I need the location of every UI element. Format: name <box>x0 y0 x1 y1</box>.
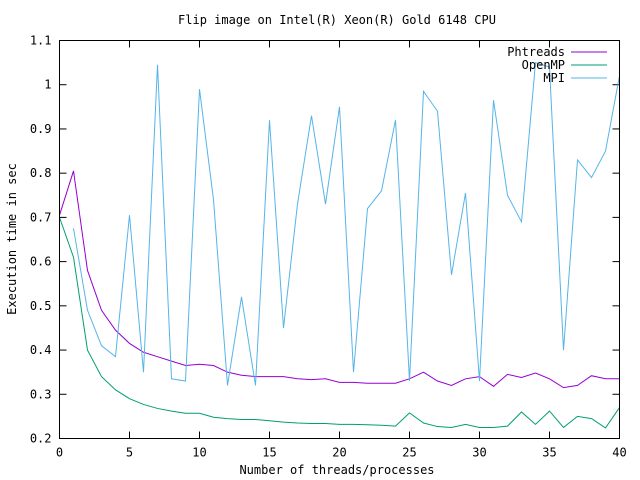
y-tick-label: 0.4 <box>30 343 52 357</box>
x-tick-label: 15 <box>262 446 276 460</box>
y-tick-label: 1 <box>44 78 51 92</box>
x-axis-label: Number of threads/processes <box>239 463 434 477</box>
y-tick-label: 0.7 <box>30 210 52 224</box>
legend-label-phtreads: Phtreads <box>507 45 565 59</box>
legend-label-openmp: OpenMP <box>522 58 565 72</box>
y-axis-label: Execution time in sec <box>5 163 19 315</box>
chart-title: Flip image on Intel(R) Xeon(R) Gold 6148… <box>178 13 496 27</box>
plot-area: 0 5 10 15 20 25 30 35 40 0.2 0.3 0.4 0.5 0.6 0.7 0.8 0.9… <box>30 34 627 460</box>
y-tick-label: 0.3 <box>30 387 52 401</box>
y-tick-label: 0.6 <box>30 255 52 269</box>
legend-label-mpi: MPI <box>543 71 565 85</box>
series-line-mpi <box>73 61 620 386</box>
x-tick-label: 30 <box>472 446 486 460</box>
y-tick-label: 0.5 <box>30 299 52 313</box>
x-tick-label: 25 <box>402 446 416 460</box>
x-tick-label: 10 <box>192 446 206 460</box>
y-tick-label: 0.8 <box>30 166 52 180</box>
y-tick-label: 0.9 <box>30 122 52 136</box>
series-line-phtreads <box>59 170 620 389</box>
x-tick-label: 5 <box>126 446 133 460</box>
y-tick-label: 1.1 <box>30 34 52 48</box>
x-tick-label: 40 <box>612 446 626 460</box>
series-line-openmp <box>59 217 620 429</box>
x-tick-label: 0 <box>56 446 63 460</box>
x-tick-label: 35 <box>542 446 556 460</box>
plot-frame <box>59 40 620 439</box>
x-tick-label: 20 <box>332 446 346 460</box>
y-tick-label: 0.2 <box>30 432 52 446</box>
